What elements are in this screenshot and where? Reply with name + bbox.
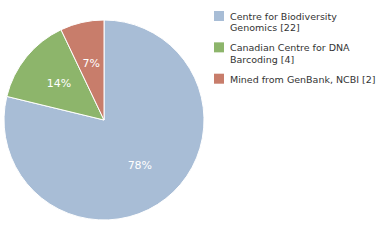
data-label: 7% xyxy=(82,57,99,70)
legend-label-line: Genomics [22] xyxy=(230,22,300,33)
legend-swatch xyxy=(214,11,224,21)
pie xyxy=(4,20,204,220)
legend-item: Centre for BiodiversityGenomics [22] xyxy=(214,11,337,33)
legend-label-line: Mined from GenBank, NCBI [2] xyxy=(230,73,376,84)
legend-label: Canadian Centre for DNABarcoding [4] xyxy=(230,42,350,64)
legend-swatch xyxy=(214,42,224,52)
data-label: 78% xyxy=(128,159,152,172)
legend-swatch xyxy=(214,74,224,84)
pie-slice xyxy=(61,20,104,120)
data-label: 14% xyxy=(47,77,71,90)
pie-slice xyxy=(4,20,204,220)
legend-label-line: Centre for Biodiversity xyxy=(230,11,337,22)
legend-item: Canadian Centre for DNABarcoding [4] xyxy=(214,42,350,64)
legend-item: Mined from GenBank, NCBI [2] xyxy=(214,73,376,84)
legend-label-line: Barcoding [4] xyxy=(230,53,294,64)
legend-label-line: Canadian Centre for DNA xyxy=(230,42,350,53)
chart: 78% 14% 7% Centre for BiodiversityGenomics … xyxy=(0,0,380,240)
legend-label: Mined from GenBank, NCBI [2] xyxy=(230,73,376,84)
legend-label: Centre for BiodiversityGenomics [22] xyxy=(230,11,337,33)
data-labels: 78% 14% 7% xyxy=(47,57,152,172)
legend: Centre for BiodiversityGenomics [22] Cana… xyxy=(214,11,376,85)
